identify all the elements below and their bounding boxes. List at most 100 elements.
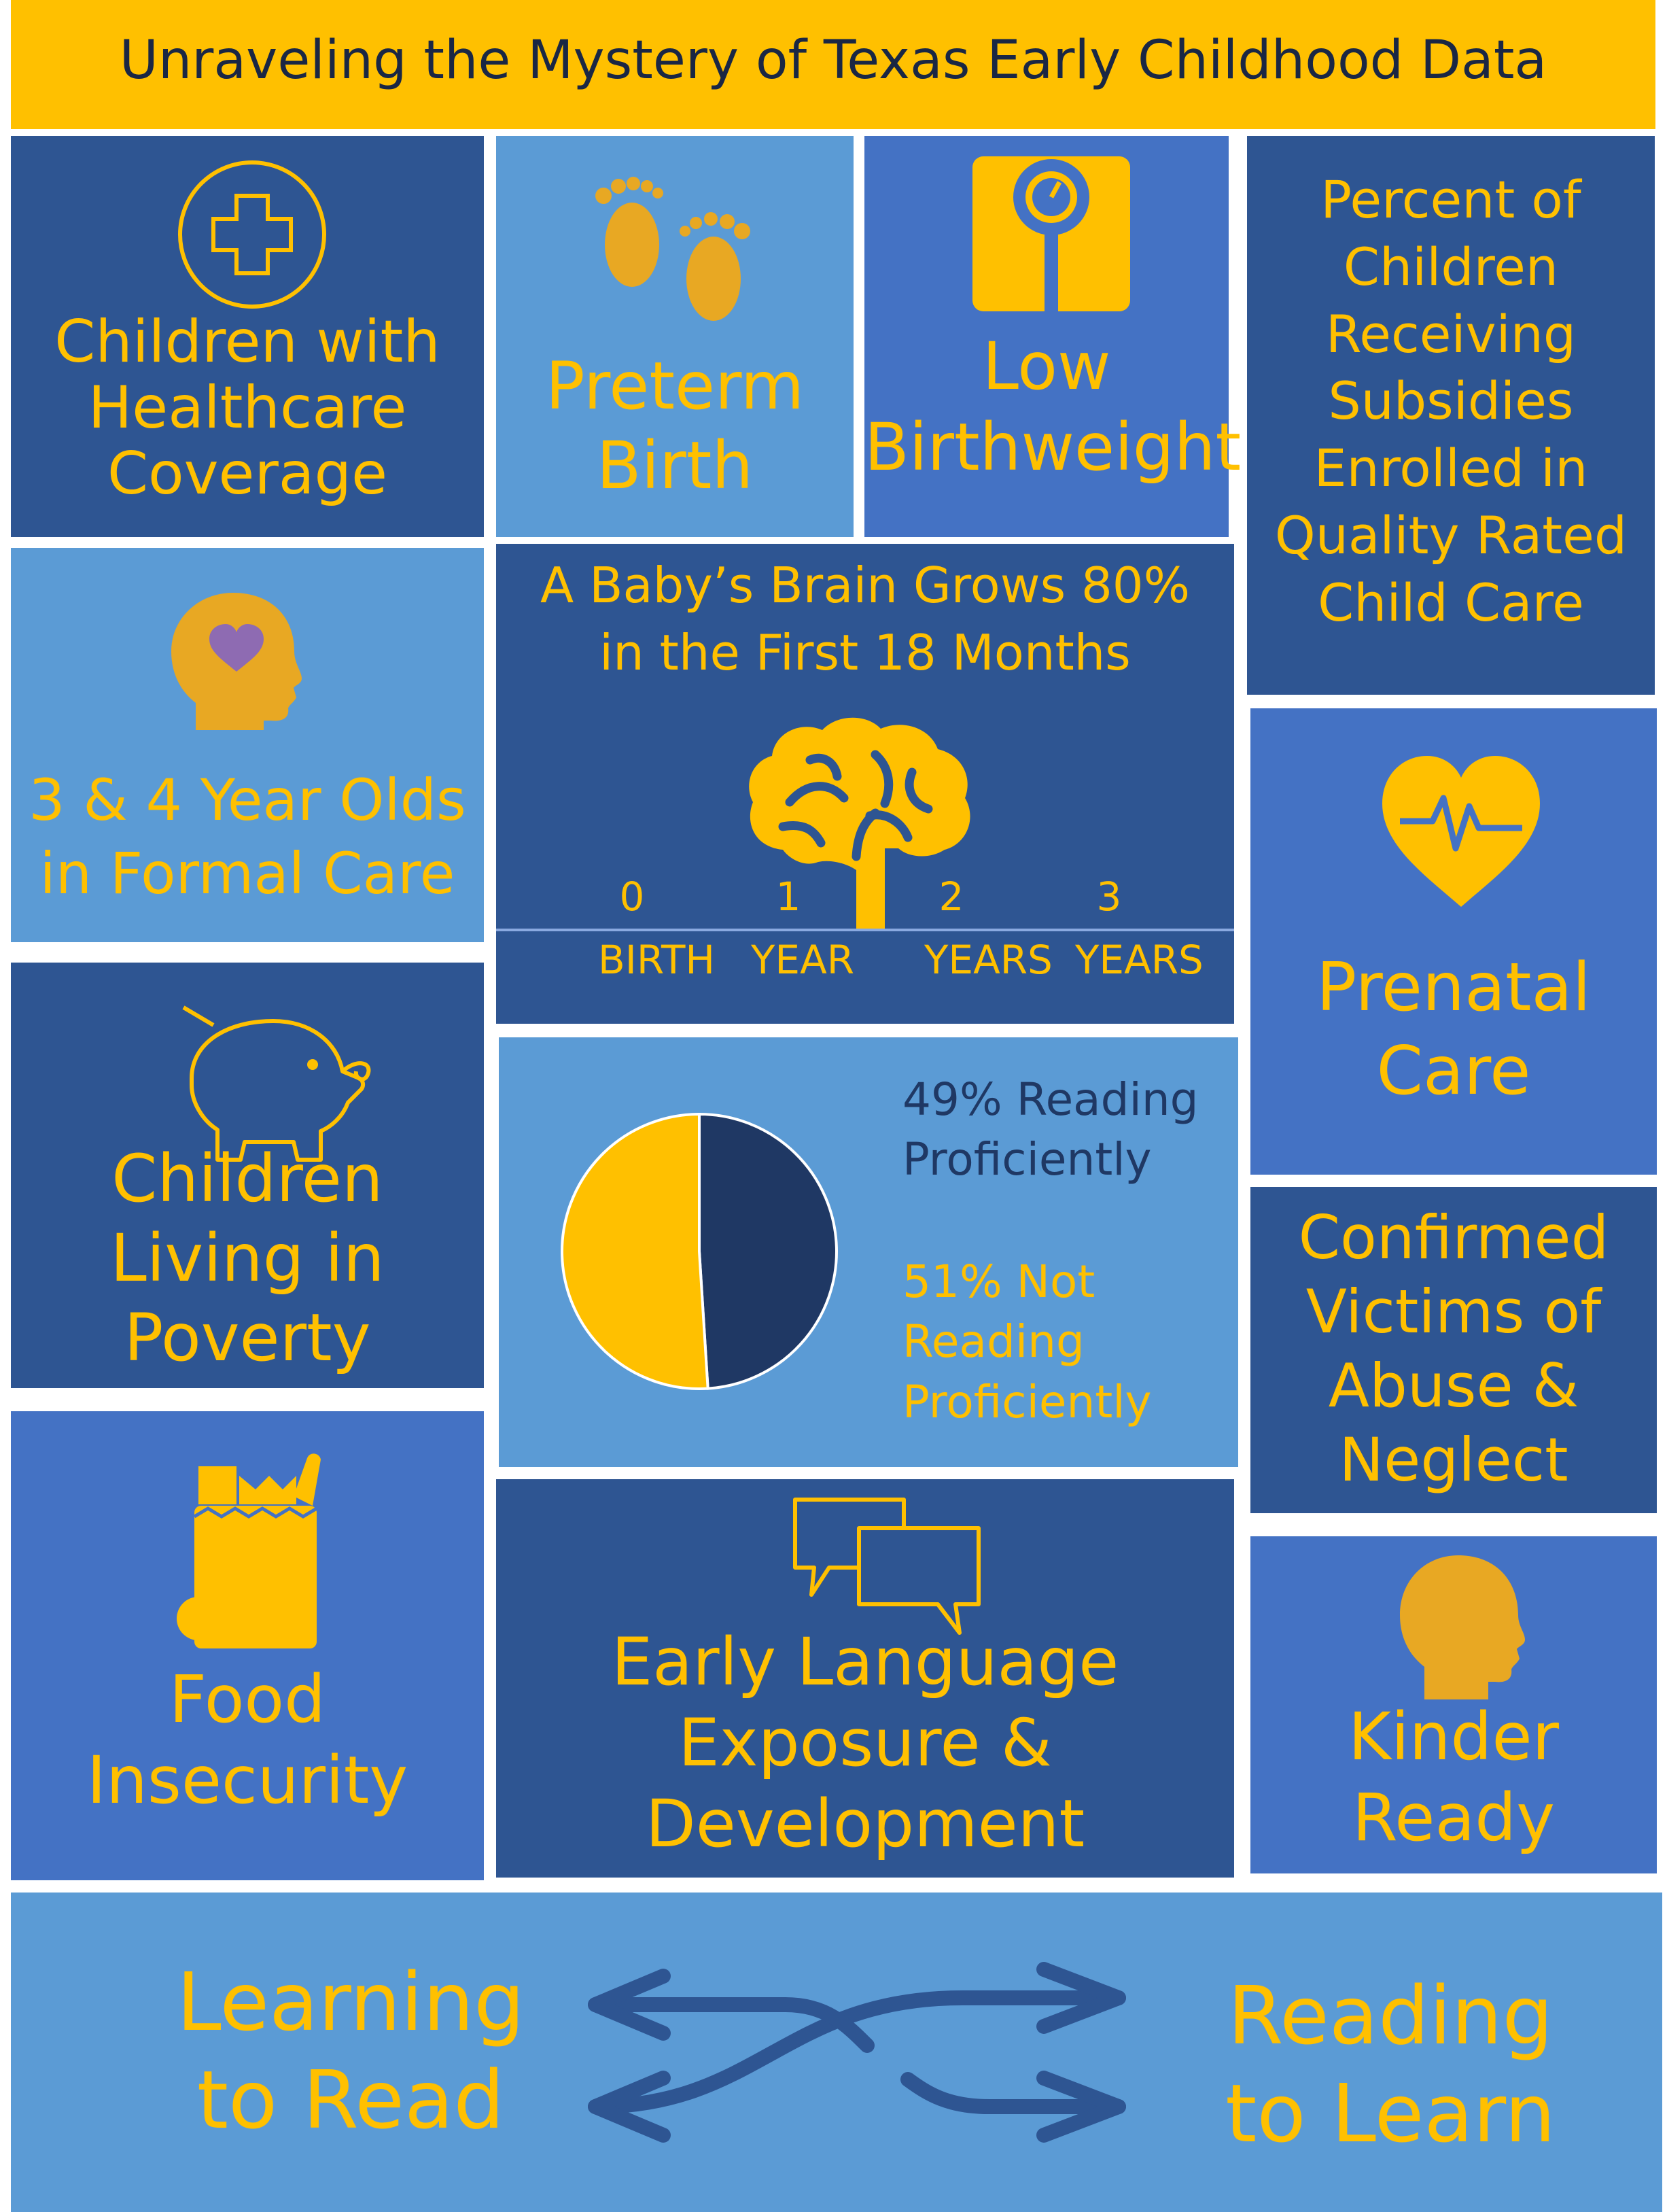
prenatal-label: Prenatal Care [1250,946,1657,1113]
kinder-line-1: Kinder [1348,1699,1559,1775]
page-title: Unraveling the Mystery of Texas Early Ch… [119,30,1547,91]
speech-bubbles-icon [793,1498,981,1635]
prenatal-line-1: Prenatal [1316,949,1591,1026]
birthweight-label: Low Birthweight [864,326,1242,488]
subsidies-line-5: Enrolled in [1314,438,1588,499]
subsidies-label: Percent of Children Receiving Subsidies … [1247,167,1655,637]
footer-right-line-1: Reading [1227,1969,1554,2062]
abuse-line-2: Victims of [1305,1277,1602,1347]
tile-formal-care: 3 & 4 Year Olds in Formal Care [11,548,484,942]
timeline-label-2: YEARS [924,937,1053,983]
pie-slice-1 [560,1112,709,1390]
tile-preterm-birth: Preterm Birth [496,136,854,537]
tile-early-language: Early Language Exposure & Development [496,1479,1234,1878]
poverty-line-2: Living in [110,1220,385,1297]
prenatal-line-2: Care [1376,1032,1531,1110]
pie-slice-0 [698,1112,838,1390]
healthcare-label: Children with Healthcare Coverage [11,309,484,508]
subsidies-line-2: Children [1343,236,1559,297]
proficient-line-2: Proficiently [902,1133,1152,1186]
brain-label: A Baby’s Brain Grows 80% in the First 18… [496,552,1234,687]
timeline-tick-0: 0 [598,874,666,920]
timeline-tick-2: 2 [917,874,985,920]
poverty-label: Children Living in Poverty [11,1139,484,1378]
timeline-num-2: 2 [938,874,964,920]
footer-left-line-1: Learning [176,1955,525,2049]
brain-line-2: in the First 18 Months [599,624,1131,682]
abuse-line-1: Confirmed [1298,1203,1609,1273]
abuse-line-4: Neglect [1339,1425,1568,1496]
title-banner: Unraveling the Mystery of Texas Early Ch… [11,0,1655,129]
reading-pie-chart [560,1112,838,1390]
brain-icon [749,717,970,931]
tile-poverty: Children Living in Poverty [11,963,484,1388]
abuse-line-3: Abuse & [1328,1351,1579,1421]
formal-care-label: 3 & 4 Year Olds in Formal Care [11,764,484,910]
language-line-1: Early Language [611,1624,1119,1700]
subsidies-line-4: Subsidies [1328,370,1574,432]
healthcare-line-1: Children with [54,308,440,376]
head-heart-icon [171,593,302,730]
timeline-tick-1: 1 [754,874,822,920]
language-line-2: Exposure & [678,1705,1052,1782]
subsidies-line-6: Quality Rated [1274,504,1628,566]
footer-left-line-2: to Read [196,2052,505,2147]
footer-banner: Learning to Read Reading to Learn [11,1893,1662,2212]
tile-healthcare-coverage: Children with Healthcare Coverage [11,136,484,537]
poverty-line-3: Poverty [124,1300,371,1377]
grocery-bag-icon [177,1453,321,1648]
piggy-bank-icon [182,1005,371,1162]
formal-care-line-2: in Formal Care [39,840,455,907]
timeline-axis [496,929,1234,931]
proficient-line-1: 49% Reading [902,1073,1199,1126]
brain-line-1: A Baby’s Brain Grows 80% [540,557,1191,614]
tile-prenatal-care: Prenatal Care [1250,708,1657,1175]
footer-right-line-2: to Learn [1225,2066,1556,2160]
food-line-2: Insecurity [86,1742,408,1819]
tile-low-birthweight: Low Birthweight [864,136,1242,537]
not-proficient-line-1: 51% Not [902,1256,1095,1308]
preterm-line-1: Preterm [545,348,805,424]
tile-reading-proficiency: 49% Reading Proficiently 51% Not Reading… [499,1037,1238,1467]
tile-food-insecurity: Food Insecurity [11,1411,484,1880]
timeline-label-0: BIRTH [598,937,716,983]
formal-care-line-1: 3 & 4 Year Olds [29,767,466,833]
language-label: Early Language Exposure & Development [496,1622,1234,1865]
kinder-line-2: Ready [1352,1780,1556,1856]
heartbeat-icon [1382,756,1540,907]
timeline-num-0: 0 [619,874,645,920]
healthcare-line-3: Coverage [107,440,388,508]
reading-proficient-legend: 49% Reading Proficiently [902,1070,1199,1190]
head-profile-icon [1400,1555,1525,1699]
birthweight-line-1: Low [982,328,1111,404]
footer-right-text: Reading to Learn [1187,1967,1594,2163]
not-proficient-line-3: Proficiently [902,1375,1152,1428]
food-label: Food Insecurity [11,1659,484,1821]
scale-icon [972,156,1130,311]
poverty-line-1: Children [111,1141,383,1217]
timeline-num-3: 3 [1096,874,1122,920]
subsidies-line-7: Child Care [1318,572,1584,633]
language-line-3: Development [645,1786,1085,1863]
preterm-label: Preterm Birth [496,347,854,506]
kinder-label: Kinder Ready [1250,1697,1657,1859]
reading-not-proficient-legend: 51% Not Reading Proficiently [902,1252,1152,1432]
birthweight-line-2: Birthweight [864,409,1242,486]
medical-cross-icon [178,160,326,309]
tile-abuse-neglect: Confirmed Victims of Abuse & Neglect [1250,1187,1657,1513]
not-proficient-line-2: Reading [902,1315,1085,1368]
food-line-1: Food [169,1661,326,1738]
subsidies-line-3: Receiving [1325,303,1577,364]
tile-quality-rated-child-care: Percent of Children Receiving Subsidies … [1247,136,1655,695]
footer-left-text: Learning to Read [147,1954,555,2149]
tile-baby-brain: A Baby’s Brain Grows 80% in the First 18… [496,544,1234,1024]
crossing-arrows-icon [588,1962,1126,2143]
footprints-icon [595,177,750,321]
preterm-line-2: Birth [596,428,754,504]
timeline-num-1: 1 [775,874,801,920]
abuse-label: Confirmed Victims of Abuse & Neglect [1250,1200,1657,1497]
timeline-label-3: YEARS [1075,937,1204,983]
timeline-tick-3: 3 [1075,874,1143,920]
healthcare-line-2: Healthcare [88,374,407,443]
timeline-label-1: YEAR [751,937,855,983]
